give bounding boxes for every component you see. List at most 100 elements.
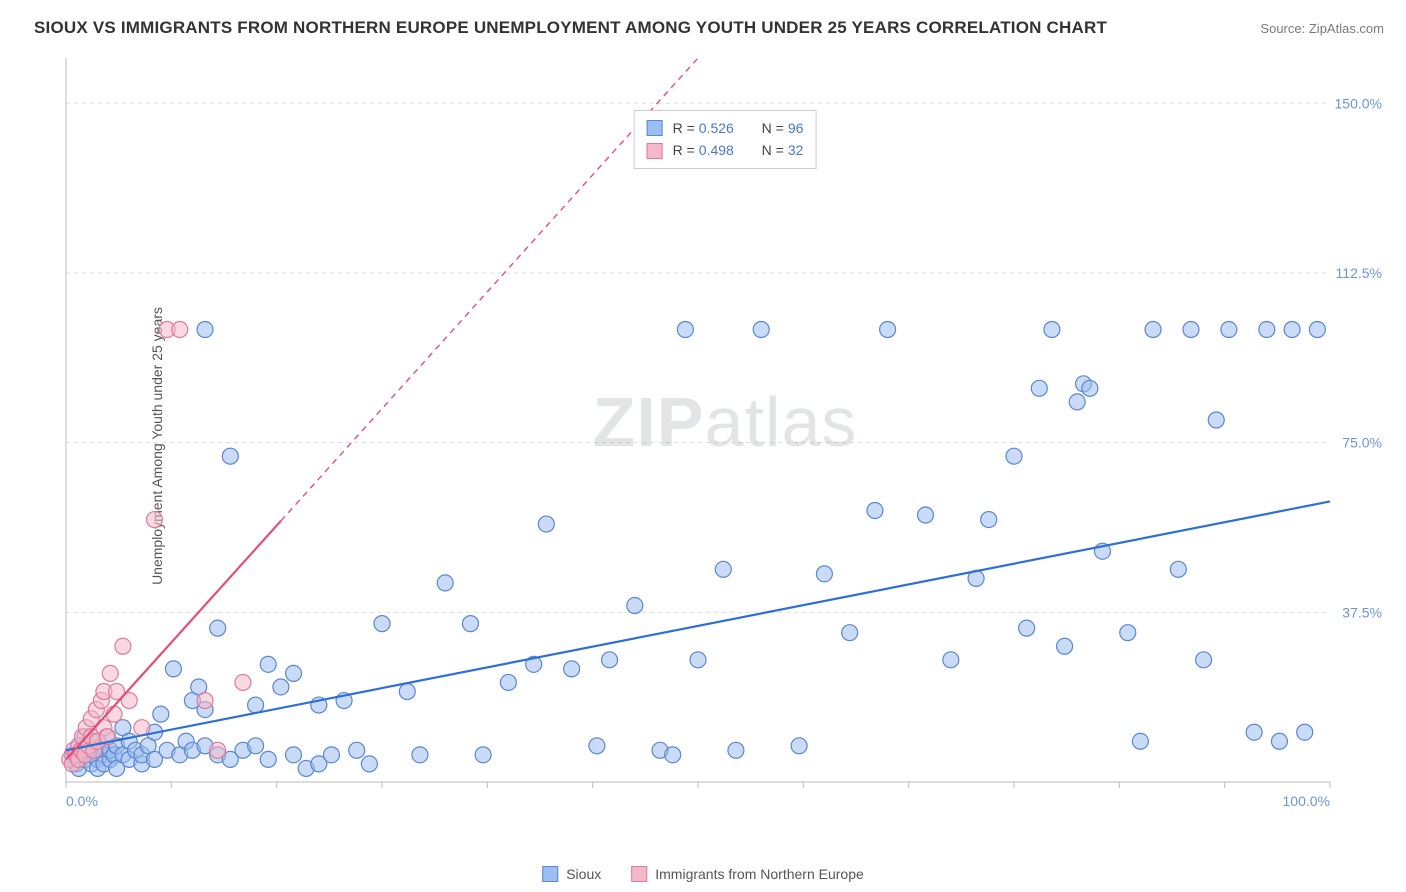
data-point — [462, 616, 478, 632]
data-point — [172, 322, 188, 338]
series-legend: Sioux Immigrants from Northern Europe — [542, 866, 864, 882]
r-value-immigrants: R = 0.498 — [673, 139, 734, 161]
data-point — [867, 503, 883, 519]
svg-text:150.0%: 150.0% — [1335, 95, 1382, 111]
trend-line — [66, 501, 1330, 750]
legend-label-immigrants: Immigrants from Northern Europe — [655, 866, 864, 882]
data-point — [248, 697, 264, 713]
plot-area: 37.5%75.0%112.5%150.0% 0.0%100.0% ZIPatl… — [60, 52, 1390, 822]
data-point — [115, 638, 131, 654]
svg-text:100.0%: 100.0% — [1283, 793, 1330, 809]
gridlines — [66, 103, 1330, 612]
data-point — [665, 747, 681, 763]
data-point — [437, 575, 453, 591]
data-point — [564, 661, 580, 677]
data-point — [361, 756, 377, 772]
svg-text:112.5%: 112.5% — [1336, 265, 1382, 281]
data-point — [260, 751, 276, 767]
data-point — [1183, 322, 1199, 338]
header-row: SIOUX VS IMMIGRANTS FROM NORTHERN EUROPE… — [34, 18, 1384, 38]
data-point — [1284, 322, 1300, 338]
data-point — [589, 738, 605, 754]
data-point — [349, 742, 365, 758]
data-point — [500, 674, 516, 690]
data-point — [286, 747, 302, 763]
y-tick-labels: 37.5% 75.0% 112.5% 150.0% — [1335, 95, 1382, 620]
data-point — [677, 322, 693, 338]
data-point — [1006, 448, 1022, 464]
chart-title: SIOUX VS IMMIGRANTS FROM NORTHERN EUROPE… — [34, 18, 1107, 38]
data-point — [602, 652, 618, 668]
data-point — [412, 747, 428, 763]
data-point — [842, 625, 858, 641]
data-point — [728, 742, 744, 758]
data-point — [102, 665, 118, 681]
data-point — [323, 747, 339, 763]
data-point — [816, 566, 832, 582]
x-tick-labels: 0.0% 100.0% — [66, 793, 1330, 809]
n-value-immigrants: N = 32 — [762, 139, 804, 161]
data-point — [1069, 394, 1085, 410]
data-point — [106, 706, 122, 722]
data-point — [260, 656, 276, 672]
trend-line — [66, 521, 281, 759]
legend-item-immigrants: Immigrants from Northern Europe — [631, 866, 864, 882]
legend-item-sioux: Sioux — [542, 866, 601, 882]
data-point — [222, 448, 238, 464]
data-point — [273, 679, 289, 695]
data-point — [1208, 412, 1224, 428]
data-point — [715, 561, 731, 577]
data-point — [1019, 620, 1035, 636]
data-point — [627, 598, 643, 614]
source-label: Source: — [1260, 21, 1305, 36]
data-point — [210, 620, 226, 636]
data-point — [197, 693, 213, 709]
legend-label-sioux: Sioux — [566, 866, 601, 882]
data-point — [1031, 380, 1047, 396]
data-point — [1196, 652, 1212, 668]
data-point — [197, 322, 213, 338]
data-point — [248, 738, 264, 754]
data-point — [1221, 322, 1237, 338]
data-point — [399, 684, 415, 700]
data-point — [1309, 322, 1325, 338]
data-point — [1120, 625, 1136, 641]
data-point — [165, 661, 181, 677]
correlation-stats-box: R = 0.526 N = 96 R = 0.498 N = 32 — [634, 110, 817, 169]
data-point — [210, 742, 226, 758]
data-point — [1297, 724, 1313, 740]
data-point — [235, 674, 251, 690]
data-point — [1170, 561, 1186, 577]
data-point — [374, 616, 390, 632]
swatch-immigrants — [647, 143, 663, 159]
data-point — [1145, 322, 1161, 338]
data-point — [690, 652, 706, 668]
legend-swatch-sioux — [542, 866, 558, 882]
data-point — [880, 322, 896, 338]
svg-text:75.0%: 75.0% — [1342, 435, 1382, 451]
legend-swatch-immigrants — [631, 866, 647, 882]
data-point — [153, 706, 169, 722]
svg-text:0.0%: 0.0% — [66, 793, 98, 809]
r-value-sioux: R = 0.526 — [673, 117, 734, 139]
svg-text:37.5%: 37.5% — [1342, 604, 1382, 620]
data-point — [981, 512, 997, 528]
data-point — [918, 507, 934, 523]
source-link[interactable]: ZipAtlas.com — [1309, 21, 1384, 36]
data-point — [286, 665, 302, 681]
data-point — [791, 738, 807, 754]
data-point — [1271, 733, 1287, 749]
data-point — [943, 652, 959, 668]
data-point — [1246, 724, 1262, 740]
data-point — [146, 512, 162, 528]
source-attribution: Source: ZipAtlas.com — [1260, 21, 1384, 36]
data-point — [538, 516, 554, 532]
scatter-points — [62, 322, 1326, 777]
swatch-sioux — [647, 120, 663, 136]
stats-row-sioux: R = 0.526 N = 96 — [647, 117, 804, 139]
n-value-sioux: N = 96 — [762, 117, 804, 139]
data-point — [1082, 380, 1098, 396]
data-point — [1259, 322, 1275, 338]
data-point — [753, 322, 769, 338]
data-point — [1044, 322, 1060, 338]
